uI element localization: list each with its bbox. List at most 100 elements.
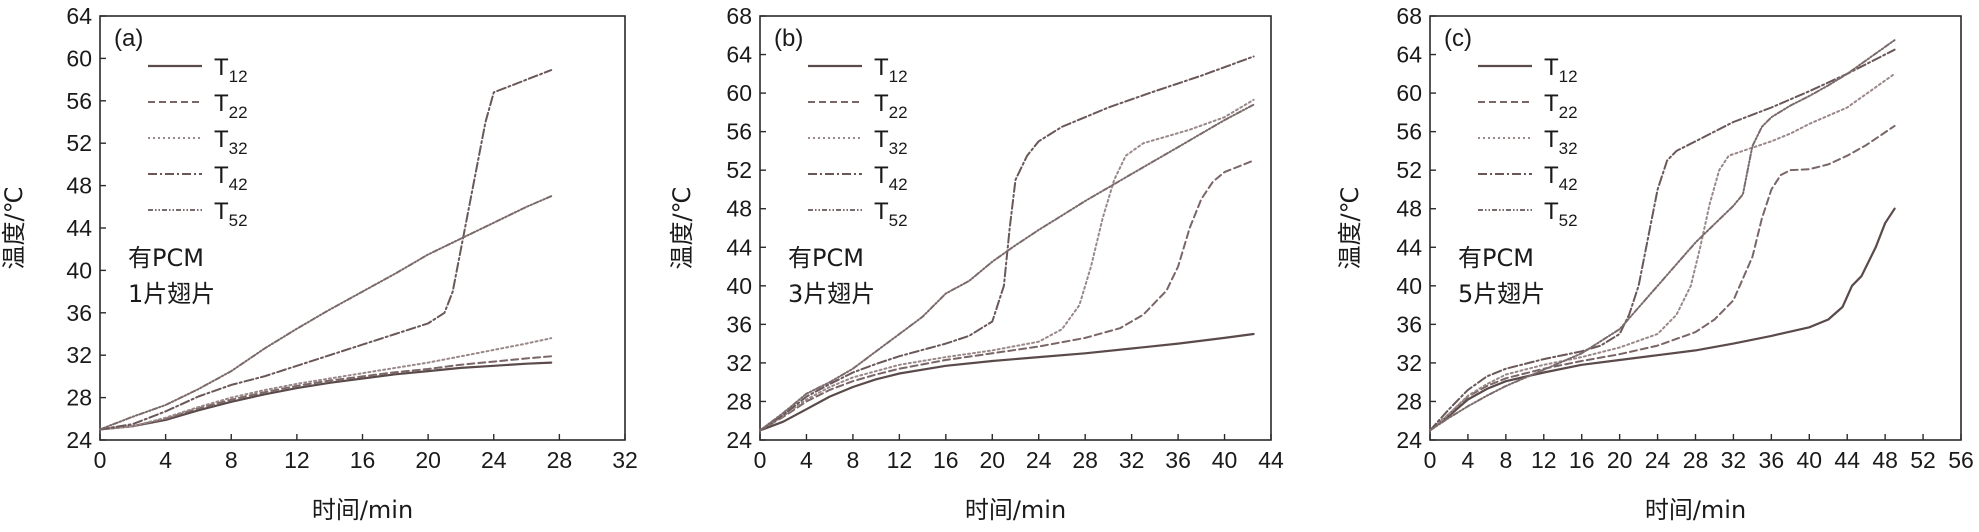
legend-label: T32	[214, 126, 248, 158]
series-line-T12	[1428, 207, 1896, 432]
y-tick-label: 36	[726, 311, 752, 337]
legend-label: T12	[1544, 54, 1578, 86]
legend-label: T32	[874, 126, 908, 158]
y-tick-label: 44	[1396, 234, 1422, 260]
y-tick-label: 48	[726, 196, 752, 222]
y-tick-label: 32	[66, 342, 92, 368]
legend-label: T22	[214, 90, 248, 122]
y-tick-label: 60	[1396, 80, 1422, 106]
x-tick-label: 32	[1721, 447, 1747, 473]
series-line-T42	[99, 69, 553, 431]
legend-label: T42	[874, 162, 908, 194]
x-tick-label: 44	[1258, 447, 1284, 473]
y-tick-label: 24	[1396, 427, 1422, 453]
panel-label: (a)	[114, 25, 143, 52]
x-tick-label: 40	[1212, 447, 1238, 473]
x-tick-label: 12	[284, 447, 310, 473]
panel-label: (b)	[774, 25, 803, 52]
y-tick-label: 56	[1396, 119, 1422, 145]
series-line-T52	[99, 195, 553, 431]
x-tick-label: 12	[887, 447, 913, 473]
legend-label: T42	[214, 162, 248, 194]
x-tick-label: 32	[1119, 447, 1145, 473]
x-tick-label: 16	[1569, 447, 1595, 473]
y-tick-label: 48	[66, 173, 92, 199]
x-tick-label: 8	[225, 447, 238, 473]
series-line-T42	[759, 55, 1255, 432]
y-tick-label: 60	[66, 45, 92, 71]
x-tick-label: 8	[847, 447, 860, 473]
y-tick-label: 64	[726, 42, 752, 68]
legend-label: T42	[1544, 162, 1578, 194]
annotation-text: 3片翅片	[788, 280, 875, 308]
y-axis-label: 温度/℃	[0, 186, 28, 269]
legend-label: T52	[214, 198, 248, 230]
annotation-text: 1片翅片	[128, 280, 215, 308]
legend-label: T52	[874, 198, 908, 230]
x-tick-label: 20	[979, 447, 1005, 473]
x-tick-label: 52	[1910, 447, 1936, 473]
x-tick-label: 4	[800, 447, 813, 473]
legend-label: T22	[874, 90, 908, 122]
series-line-T22	[1429, 124, 1896, 432]
y-tick-label: 56	[726, 119, 752, 145]
series-line-T42	[1429, 48, 1896, 432]
y-tick-label: 44	[726, 234, 752, 260]
legend-label: T52	[1544, 198, 1578, 230]
x-tick-label: 40	[1796, 447, 1822, 473]
x-tick-label: 4	[1462, 447, 1475, 473]
y-tick-label: 68	[1396, 3, 1422, 29]
y-tick-label: 60	[726, 80, 752, 106]
y-tick-label: 52	[66, 130, 92, 156]
series-line-T32	[1429, 72, 1896, 432]
x-tick-label: 28	[1072, 447, 1098, 473]
series-line-T12	[758, 332, 1255, 432]
panel-label: (c)	[1444, 25, 1472, 52]
y-tick-label: 40	[1396, 273, 1422, 299]
series-line-T12	[98, 361, 553, 431]
panel-b: 0 4 8 12 16 20 24 28 32 36 40 442428323640444852566…	[668, 3, 1284, 524]
y-tick-label: 64	[1396, 42, 1422, 68]
y-tick-label: 36	[1396, 311, 1422, 337]
y-tick-label: 48	[1396, 196, 1422, 222]
x-tick-label: 48	[1872, 447, 1898, 473]
x-tick-label: 12	[1531, 447, 1557, 473]
x-tick-label: 28	[1683, 447, 1709, 473]
panel-c: 0 4 8 12 16 20 24 28 32 36 40 44 48 52 562428323640444…	[1336, 3, 1974, 524]
x-tick-label: 20	[415, 447, 441, 473]
x-tick-label: 24	[1645, 447, 1671, 473]
series-line-T32	[759, 98, 1255, 432]
series-line-T22	[759, 159, 1255, 432]
y-tick-label: 28	[726, 388, 752, 414]
x-tick-label: 36	[1759, 447, 1785, 473]
x-tick-label: 56	[1948, 447, 1974, 473]
y-tick-label: 56	[66, 88, 92, 114]
x-tick-label: 4	[159, 447, 172, 473]
series-line-T52	[759, 103, 1255, 432]
y-tick-label: 28	[66, 385, 92, 411]
x-tick-label: 16	[933, 447, 959, 473]
x-tick-label: 16	[350, 447, 376, 473]
x-tick-label: 36	[1165, 447, 1191, 473]
annotation-text: 有PCM	[1458, 244, 1534, 272]
x-tick-label: 24	[1026, 447, 1052, 473]
y-tick-label: 52	[1396, 157, 1422, 183]
y-axis-label: 温度/℃	[668, 186, 696, 269]
x-tick-label: 28	[547, 447, 573, 473]
x-tick-label: 44	[1834, 447, 1860, 473]
y-tick-label: 40	[726, 273, 752, 299]
annotation-text: 5片翅片	[1458, 280, 1545, 308]
x-axis-label: 时间/min	[965, 496, 1066, 524]
plot-frame	[759, 15, 1272, 441]
legend-label: T12	[214, 54, 248, 86]
y-tick-label: 40	[66, 257, 92, 283]
annotation-text: 有PCM	[128, 244, 204, 272]
legend-label: T32	[1544, 126, 1578, 158]
y-tick-label: 32	[1396, 350, 1422, 376]
x-tick-label: 0	[94, 447, 107, 473]
x-axis-label: 时间/min	[1645, 496, 1746, 524]
x-axis-label: 时间/min	[312, 496, 413, 524]
y-tick-label: 32	[726, 350, 752, 376]
x-tick-label: 0	[754, 447, 767, 473]
